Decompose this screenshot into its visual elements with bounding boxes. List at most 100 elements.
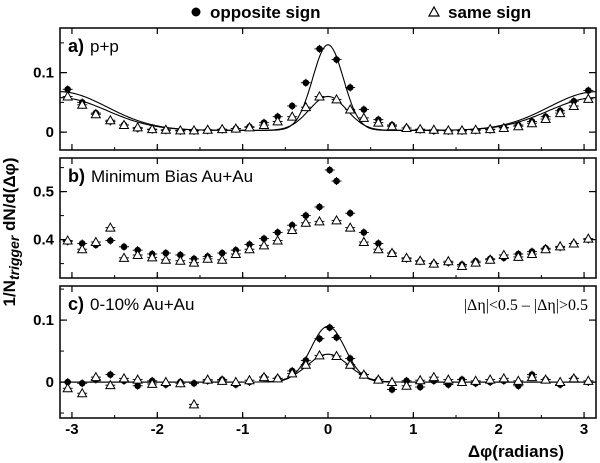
point-same-sign bbox=[216, 123, 228, 134]
point-opposite-sign bbox=[78, 240, 86, 247]
panel-text: Minimum Bias Au+Au bbox=[91, 167, 253, 186]
point-same-sign bbox=[118, 119, 130, 130]
point-opposite-sign bbox=[218, 249, 226, 257]
fit-curve-same bbox=[60, 353, 596, 383]
point-same-sign bbox=[188, 257, 200, 267]
panel-2: 0.4 0.5 b) Minimum Bias Au+Au bbox=[33, 157, 597, 279]
point-same-sign bbox=[160, 124, 172, 134]
x-tick-label: 1 bbox=[409, 421, 417, 438]
point-same-sign bbox=[428, 124, 440, 134]
point-opposite-sign bbox=[316, 335, 323, 342]
point-same-sign bbox=[300, 101, 312, 112]
point-same-sign bbox=[202, 124, 214, 134]
point-opposite-sign bbox=[360, 229, 368, 236]
point-same-sign bbox=[105, 379, 116, 390]
point-same-sign bbox=[512, 120, 524, 131]
x-tick-label: -3 bbox=[65, 421, 78, 438]
point-same-sign bbox=[401, 380, 412, 390]
panel-label: a) p+p bbox=[68, 36, 119, 56]
point-opposite-sign bbox=[134, 382, 141, 390]
point-opposite-sign bbox=[64, 85, 71, 93]
point-same-sign bbox=[470, 257, 482, 267]
point-same-sign bbox=[132, 121, 144, 132]
point-same-sign bbox=[188, 124, 200, 135]
point-same-sign bbox=[76, 243, 88, 254]
point-same-sign bbox=[540, 113, 551, 124]
point-opposite-sign bbox=[316, 45, 323, 53]
point-same-sign bbox=[244, 243, 255, 254]
point-opposite-sign bbox=[302, 212, 310, 219]
point-same-sign bbox=[331, 350, 342, 361]
point-same-sign bbox=[386, 376, 398, 387]
point-opposite-sign bbox=[326, 324, 334, 331]
point-opposite-sign bbox=[388, 386, 396, 393]
point-same-sign bbox=[300, 217, 312, 227]
legend: opposite sign same sign bbox=[191, 3, 531, 22]
point-same-sign bbox=[358, 236, 370, 246]
point-opposite-sign bbox=[346, 84, 354, 91]
point-same-sign bbox=[202, 374, 214, 384]
x-tick-label: -1 bbox=[236, 421, 249, 438]
point-same-sign bbox=[456, 124, 468, 135]
point-same-sign bbox=[331, 93, 342, 104]
point-same-sign bbox=[428, 371, 440, 382]
point-same-sign bbox=[300, 359, 312, 369]
point-same-sign bbox=[428, 258, 440, 268]
point-same-sign bbox=[62, 90, 74, 101]
point-same-sign bbox=[470, 375, 482, 385]
point-same-sign bbox=[160, 376, 172, 387]
point-same-sign bbox=[526, 117, 538, 128]
point-same-sign bbox=[90, 108, 102, 119]
point-opposite-sign bbox=[107, 371, 114, 378]
point-same-sign bbox=[216, 375, 228, 385]
point-same-sign bbox=[456, 376, 468, 387]
point-opposite-sign bbox=[78, 379, 86, 387]
x-tick-label: 3 bbox=[580, 421, 588, 438]
point-opposite-sign bbox=[333, 56, 340, 63]
point-opposite-sign bbox=[375, 240, 382, 247]
point-same-sign bbox=[554, 107, 566, 118]
point-same-sign bbox=[230, 123, 242, 133]
point-same-sign bbox=[105, 222, 116, 232]
point-same-sign bbox=[174, 255, 186, 265]
point-same-sign bbox=[244, 374, 255, 385]
panel-letter: a) bbox=[68, 36, 84, 56]
point-opposite-sign bbox=[585, 87, 592, 94]
point-opposite-sign bbox=[120, 243, 128, 251]
point-same-sign bbox=[470, 124, 482, 134]
point-same-sign bbox=[286, 367, 298, 378]
point-same-sign bbox=[373, 117, 384, 127]
panel-3: -3 -2 -1 0 1 2 3 0 0.1 c) 0-10% Au+Au |Δη|<0.5 – |Δ… bbox=[33, 285, 597, 438]
legend-opposite-label: opposite sign bbox=[210, 3, 321, 22]
point-same-sign bbox=[258, 119, 270, 130]
point-opposite-sign bbox=[64, 378, 71, 386]
point-same-sign bbox=[258, 239, 270, 250]
point-opposite-sign bbox=[260, 235, 268, 242]
point-same-sign bbox=[272, 372, 283, 383]
panel-text: p+p bbox=[90, 37, 119, 56]
point-same-sign bbox=[401, 122, 412, 132]
point-same-sign bbox=[62, 382, 74, 393]
y-axis-label-sub: trigger bbox=[6, 234, 22, 280]
point-same-sign bbox=[272, 115, 283, 126]
point-same-sign bbox=[344, 222, 356, 232]
point-same-sign bbox=[272, 235, 283, 245]
y-tick-label: 0.1 bbox=[33, 312, 54, 329]
point-same-sign bbox=[244, 121, 255, 132]
point-same-sign bbox=[568, 100, 580, 110]
point-same-sign bbox=[258, 371, 270, 382]
point-same-sign bbox=[202, 253, 214, 263]
panel-letter: b) bbox=[68, 166, 85, 186]
panel-letter: c) bbox=[68, 294, 84, 314]
point-same-sign bbox=[118, 252, 130, 262]
fit-curve-same bbox=[59, 95, 597, 131]
point-opposite-sign bbox=[302, 79, 310, 87]
point-same-sign bbox=[540, 243, 551, 254]
point-same-sign bbox=[512, 251, 524, 261]
panel-1: 0 0.1 a) p+p bbox=[33, 27, 597, 151]
point-same-sign bbox=[414, 374, 426, 385]
fit-curve-opposite bbox=[60, 44, 596, 131]
point-same-sign bbox=[216, 254, 228, 264]
panel-frame bbox=[59, 27, 597, 151]
